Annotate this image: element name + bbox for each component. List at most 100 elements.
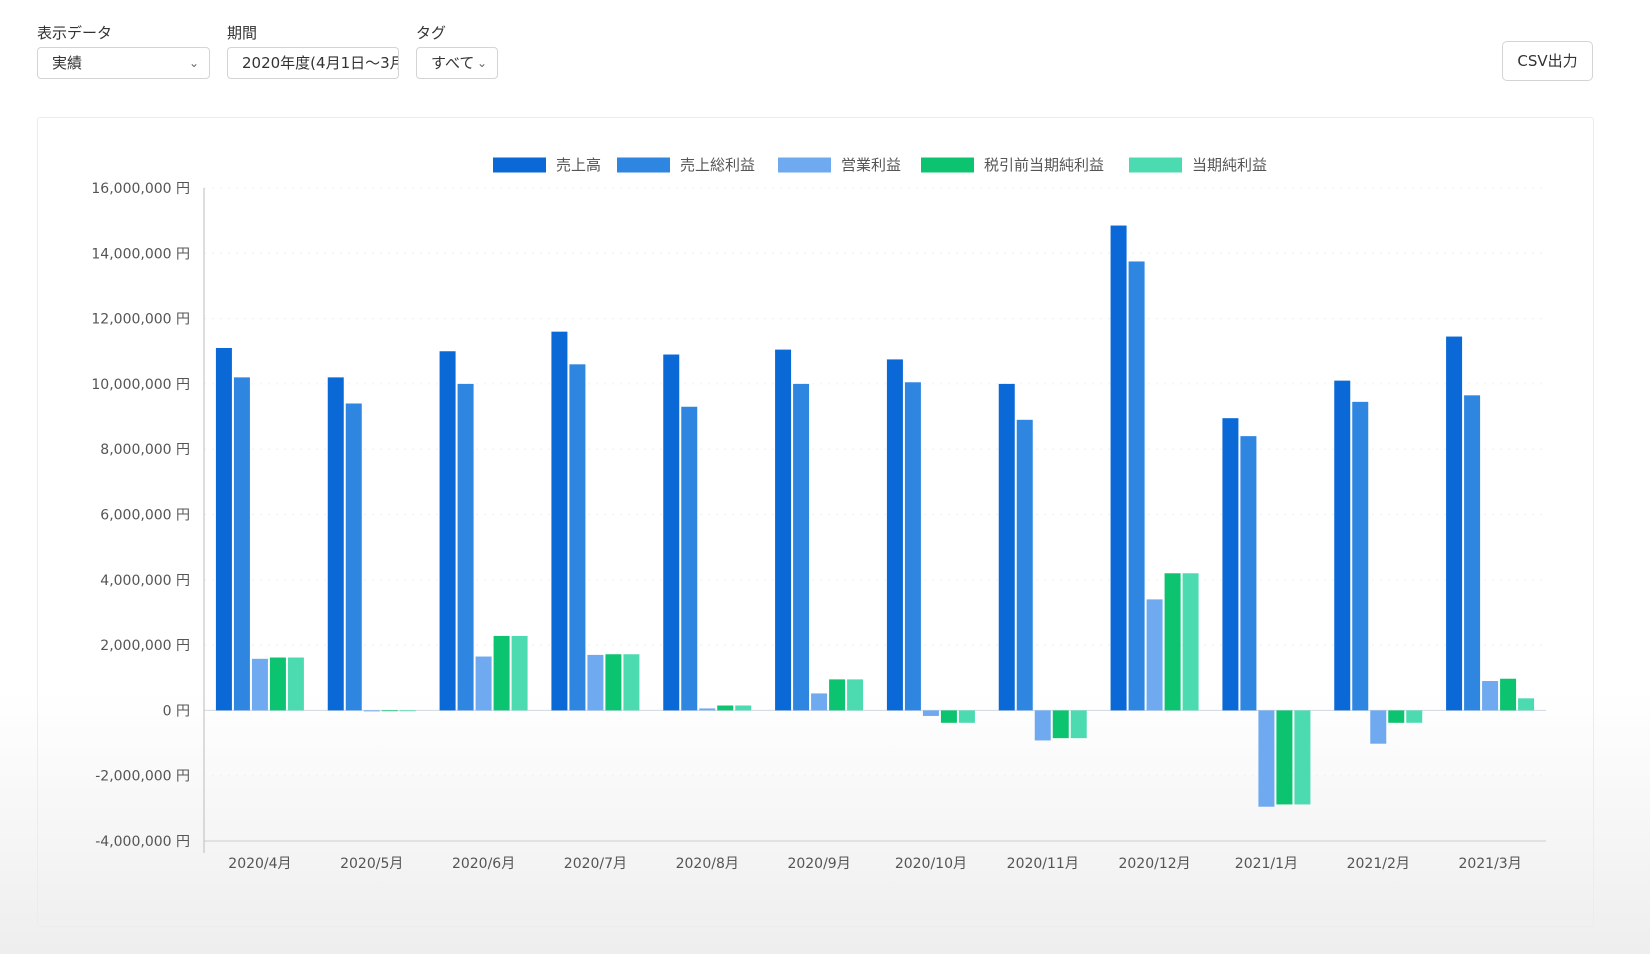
csv-export-button[interactable]: CSV出力 [1502, 41, 1593, 81]
bar-9-4 [1164, 573, 1181, 711]
bar-1-4 [269, 657, 286, 711]
bar-11-4 [1388, 710, 1405, 723]
bar-10-1 [1222, 418, 1239, 711]
x-tick-label: 2020/9月 [787, 856, 850, 872]
display-data-value: 実績 [52, 54, 83, 72]
bar-5-4 [717, 705, 734, 711]
bar-8-4 [1052, 710, 1069, 739]
bar-6-4 [829, 679, 846, 711]
bar-2-4 [381, 710, 398, 712]
y-tick-label: 16,000,000 円 [91, 181, 190, 197]
bar-12-5 [1518, 698, 1535, 711]
x-tick-label: 2020/11月 [1007, 856, 1079, 872]
period-select[interactable]: 2020年度(4月1日〜3月 [227, 47, 399, 79]
bar-9-5 [1182, 573, 1199, 711]
legend-label: 営業利益 [841, 156, 901, 174]
bar-3-1 [439, 351, 456, 711]
bar-3-3 [475, 656, 492, 711]
bar-2-1 [327, 377, 344, 711]
bar-10-4 [1276, 710, 1293, 805]
tag-label: タグ [416, 24, 447, 42]
bar-12-3 [1482, 681, 1499, 711]
bar-1-1 [215, 347, 232, 711]
chevron-down-icon: ⌄ [188, 56, 199, 70]
y-tick-label: -4,000,000 円 [95, 834, 190, 850]
period-label: 期間 [227, 24, 258, 42]
bar-1-5 [287, 657, 304, 711]
bar-6-5 [847, 679, 864, 711]
bar-2-5 [399, 710, 416, 712]
y-tick-label: 12,000,000 円 [91, 312, 190, 328]
bar-4-5 [623, 654, 640, 711]
bar-9-2 [1128, 261, 1145, 711]
bar-4-2 [569, 364, 586, 711]
bar-7-2 [904, 382, 921, 711]
x-tick-label: 2020/8月 [676, 856, 739, 872]
bar-5-3 [699, 708, 716, 711]
x-tick-label: 2021/1月 [1235, 856, 1298, 872]
bar-8-3 [1034, 710, 1051, 741]
y-tick-label: 6,000,000 円 [100, 508, 190, 524]
bar-2-3 [363, 710, 380, 712]
bar-6-3 [811, 693, 828, 711]
period-value: 2020年度(4月1日〜3月 [242, 54, 399, 72]
bar-8-1 [998, 383, 1015, 711]
legend-swatch [921, 157, 974, 173]
legend-swatch [493, 157, 546, 173]
bar-7-5 [958, 710, 975, 723]
bar-7-3 [922, 710, 939, 716]
y-tick-label: 8,000,000 円 [100, 442, 190, 458]
tag-value: すべて [431, 54, 475, 72]
display-data-select[interactable]: 実績 ⌄ [37, 47, 210, 79]
bar-4-4 [605, 654, 622, 711]
bar-12-2 [1464, 395, 1481, 711]
legend-swatch [1129, 157, 1182, 173]
bar-6-2 [793, 383, 810, 711]
bar-10-2 [1240, 436, 1257, 711]
x-tick-label: 2020/6月 [452, 856, 515, 872]
bar-9-1 [1110, 225, 1127, 711]
x-tick-label: 2020/5月 [340, 856, 403, 872]
y-tick-label: 2,000,000 円 [100, 638, 190, 654]
bar-5-1 [663, 354, 680, 711]
x-tick-label: 2020/10月 [895, 856, 967, 872]
legend-label: 当期純利益 [1192, 156, 1267, 174]
bar-2-2 [345, 403, 362, 711]
bar-7-1 [886, 359, 903, 711]
bar-9-3 [1146, 599, 1163, 711]
bar-5-5 [735, 705, 752, 711]
bar-8-5 [1070, 710, 1087, 739]
chart-card [37, 117, 1594, 927]
y-tick-label: -2,000,000 円 [95, 769, 190, 785]
bar-5-2 [681, 406, 698, 711]
x-tick-label: 2020/4月 [228, 856, 291, 872]
bar-3-2 [457, 383, 474, 711]
x-tick-label: 2020/7月 [564, 856, 627, 872]
tag-select[interactable]: すべて ⌄ [416, 47, 498, 79]
bar-7-4 [940, 710, 957, 723]
bar-11-5 [1406, 710, 1423, 723]
bar-12-4 [1500, 678, 1517, 711]
x-tick-label: 2020/12月 [1118, 856, 1190, 872]
x-tick-label: 2021/3月 [1458, 856, 1521, 872]
legend-label: 売上総利益 [680, 156, 755, 174]
y-tick-label: 4,000,000 円 [100, 573, 190, 589]
bar-1-3 [251, 658, 268, 711]
bar-3-4 [493, 635, 510, 711]
y-tick-label: 10,000,000 円 [91, 377, 190, 393]
bar-1-2 [233, 377, 250, 711]
bar-11-1 [1334, 380, 1351, 711]
chevron-down-icon: ⌄ [476, 56, 487, 70]
bar-8-2 [1016, 419, 1033, 711]
bar-4-1 [551, 331, 568, 711]
bar-10-5 [1294, 710, 1311, 805]
legend-label: 売上高 [556, 156, 601, 174]
bar-12-1 [1446, 336, 1463, 711]
bar-11-3 [1370, 710, 1387, 744]
bar-6-1 [775, 349, 792, 711]
bar-4-3 [587, 654, 604, 711]
legend-swatch [617, 157, 670, 173]
display-data-label: 表示データ [37, 24, 113, 42]
x-tick-label: 2021/2月 [1347, 856, 1410, 872]
